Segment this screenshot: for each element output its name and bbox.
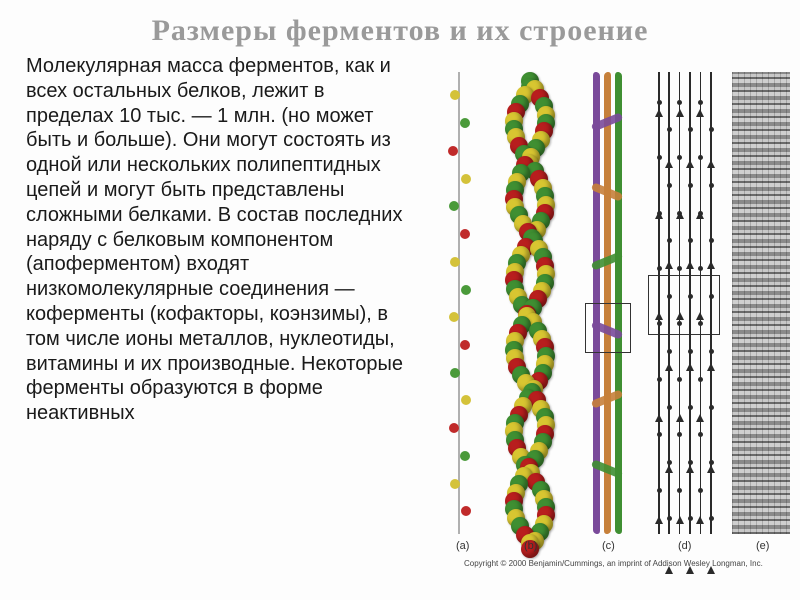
panel-label-e: (e) [756, 540, 769, 552]
panel-e-striated [732, 72, 790, 534]
panel-c-triple-helix [587, 72, 629, 534]
panel-d-fibril [652, 72, 716, 534]
panel-label-d: (d) [678, 540, 691, 552]
figure-copyright: Copyright © 2000 Benjamin/Cummings, an i… [464, 559, 763, 568]
panel-a-helix [446, 72, 474, 534]
slide-title: Размеры ферментов и их строение [0, 0, 800, 54]
body-text: Молекулярная масса ферментов, как и всех… [26, 54, 404, 574]
panel-label-c: (c) [602, 540, 615, 552]
figure: (a) (b) (c) (d) (e) Copyright © 2000 Ben… [404, 54, 792, 574]
panel-label-a: (a) [456, 540, 469, 552]
panel-label-b: (b) [524, 540, 537, 552]
content-row: Молекулярная масса ферментов, как и всех… [0, 54, 800, 574]
panel-b-coiled-coil [500, 72, 560, 534]
panel-c-zoom-box [585, 303, 631, 353]
